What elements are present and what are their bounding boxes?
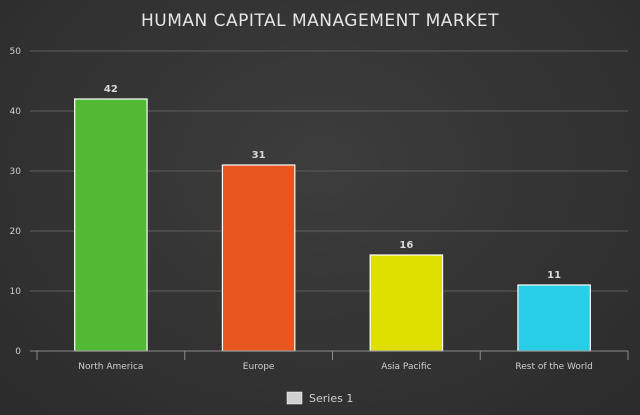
x-tick-label: Asia Pacific (381, 362, 431, 372)
chart-title: HUMAN CAPITAL MANAGEMENT MARKET (141, 11, 499, 31)
y-tick-label: 0 (15, 347, 21, 357)
x-tick-label: Europe (243, 362, 275, 372)
legend-swatch (286, 391, 303, 405)
x-axis: North America Europe Asia Pacific Rest of t… (30, 350, 629, 372)
bar (369, 254, 444, 352)
x-tick-label: North America (78, 362, 143, 372)
data-label: 16 (399, 240, 413, 251)
bar (74, 98, 148, 352)
y-axis-ticks: 0 10 20 30 40 50 (10, 47, 22, 357)
y-tick-label: 40 (10, 107, 22, 117)
legend-label: Series 1 (309, 392, 353, 405)
bar (221, 164, 296, 352)
data-label: 11 (547, 270, 561, 281)
y-tick-label: 20 (10, 227, 22, 237)
y-tick-label: 30 (10, 167, 22, 177)
bars: 42 31 16 11 (74, 84, 591, 352)
data-label: 42 (104, 84, 118, 95)
x-tick-label: Rest of the World (515, 362, 592, 372)
legend[interactable]: Series 1 (286, 391, 353, 405)
data-label: 31 (252, 150, 266, 161)
bar (517, 284, 591, 352)
y-tick-label: 50 (10, 47, 22, 57)
y-tick-label: 10 (10, 287, 22, 297)
